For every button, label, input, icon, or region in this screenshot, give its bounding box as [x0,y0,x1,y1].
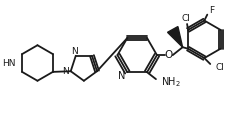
Text: F: F [209,6,214,15]
Text: N: N [118,71,125,81]
Text: HN: HN [2,58,16,68]
Text: N: N [71,47,78,56]
Text: Cl: Cl [182,14,191,23]
Text: NH$_2$: NH$_2$ [161,75,181,89]
Text: N: N [62,67,69,76]
Text: O: O [165,50,173,60]
Text: Cl: Cl [215,63,224,72]
Polygon shape [168,27,183,47]
